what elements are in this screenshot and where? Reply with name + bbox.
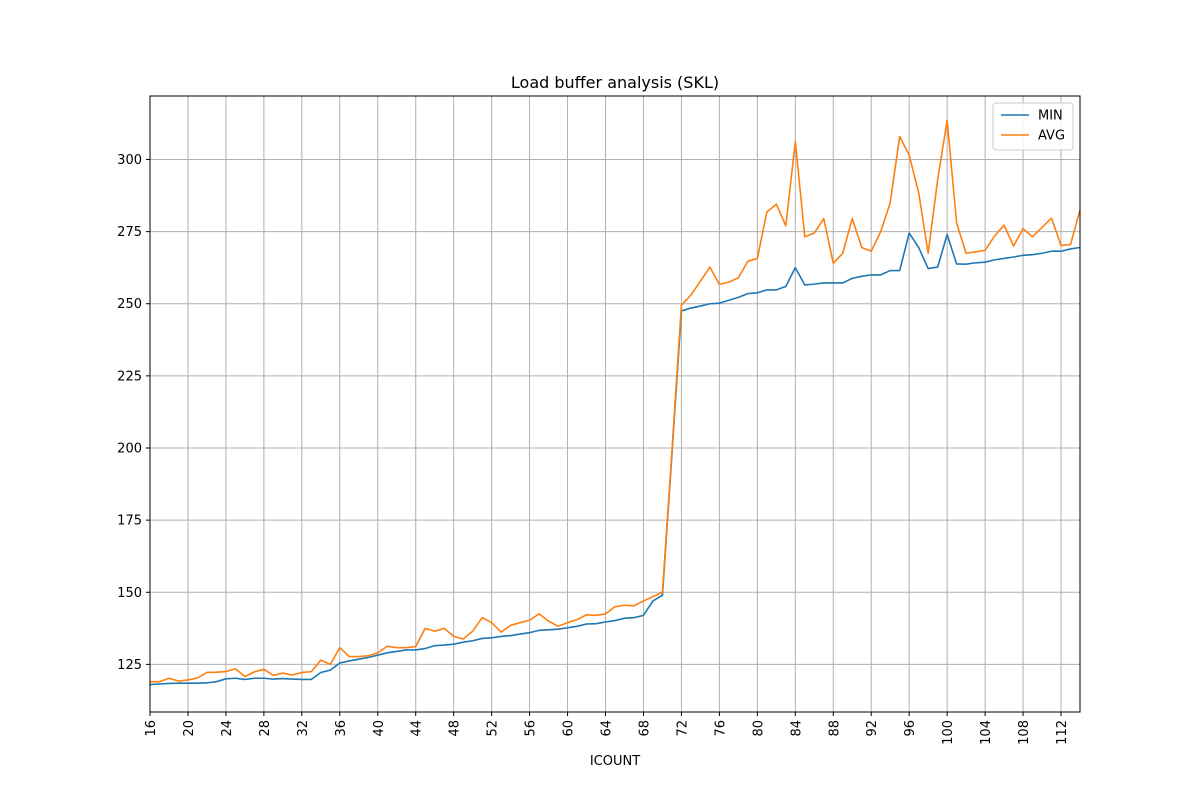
x-tick-label: 16 (144, 720, 159, 737)
x-tick-label: 80 (751, 720, 766, 737)
x-tick-label: 56 (524, 720, 539, 737)
x-tick-label: 112 (1055, 720, 1070, 745)
x-tick-label: 92 (865, 720, 880, 737)
series-layer (149, 119, 1081, 686)
x-tick-label: 76 (713, 720, 728, 737)
y-tick-label: 200 (117, 442, 142, 457)
x-tick-label: 28 (258, 720, 273, 737)
x-tick-label: 100 (941, 720, 956, 745)
y-tick-label: 175 (117, 514, 142, 529)
x-tick-label: 88 (827, 720, 842, 737)
grid-lines (149, 96, 1080, 712)
x-tick-label: 36 (334, 720, 349, 737)
x-tick-label: 104 (979, 720, 994, 745)
x-tick-label: 44 (410, 720, 425, 737)
plot-frame (149, 95, 1081, 713)
x-tick-label: 32 (296, 720, 311, 737)
x-tick-label: 48 (448, 720, 463, 737)
x-tick-label: 84 (789, 720, 804, 737)
x-tick-label: 64 (600, 720, 615, 737)
x-tick-label: 60 (562, 720, 577, 737)
x-tick-label: 96 (903, 720, 918, 737)
y-tick-label: 125 (117, 658, 142, 673)
x-tick-label: 72 (675, 720, 690, 737)
legend: MIN AVG (992, 102, 1074, 151)
x-tick-label: 20 (182, 720, 197, 737)
x-axis: 16 20 24 28 32 36 40 44 48 52 56 60 64 68 72 76 80 84 88 92… (144, 712, 1070, 745)
x-tick-label: 40 (372, 720, 387, 737)
legend-label-min: MIN (1038, 109, 1063, 124)
y-tick-label: 250 (117, 297, 142, 312)
x-tick-label: 108 (1017, 720, 1032, 745)
x-axis-label: ICOUNT (590, 754, 640, 769)
x-tick-label: 52 (486, 720, 501, 737)
x-tick-label: 68 (637, 720, 652, 737)
y-tick-label: 225 (117, 369, 142, 384)
y-tick-label: 275 (117, 225, 142, 240)
series-line-min (149, 232, 1081, 686)
chart-title: Load buffer analysis (SKL) (511, 73, 719, 92)
y-tick-label: 300 (117, 153, 142, 168)
y-axis: 125 150 175 200 225 250 275 300 (117, 153, 150, 673)
x-tick-label: 24 (220, 720, 235, 737)
legend-label-avg: AVG (1038, 129, 1065, 144)
series-line-avg (150, 119, 1081, 683)
y-tick-label: 150 (117, 586, 142, 601)
